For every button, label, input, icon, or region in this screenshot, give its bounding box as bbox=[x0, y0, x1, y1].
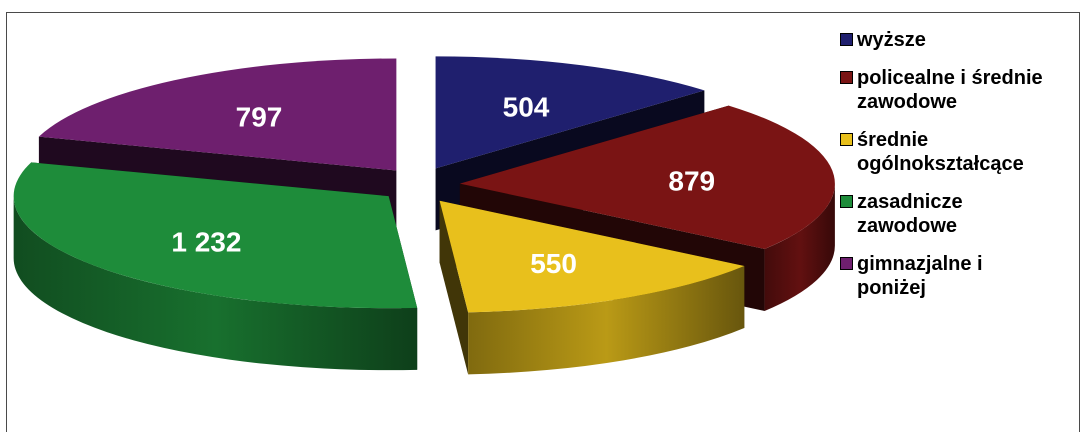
pie-slice-2 bbox=[439, 200, 745, 375]
legend-label-4: gimnazjalne i poniżej bbox=[857, 253, 983, 299]
pie-slice-4-top bbox=[38, 58, 397, 171]
pie-slice-2-top bbox=[439, 200, 745, 313]
legend-swatch-3 bbox=[840, 195, 853, 208]
pie-slice-1-top bbox=[459, 105, 835, 249]
pie-slice-2-side-0 bbox=[468, 265, 745, 375]
chart-legend: wyższe policealne i średnie zawodowe śre… bbox=[840, 28, 1080, 314]
pie-slice-1-side-0 bbox=[764, 183, 835, 311]
legend-label-3: zasadnicze zawodowe bbox=[857, 191, 963, 237]
legend-label-1: policealne i średnie zawodowe bbox=[857, 67, 1043, 113]
legend-item-4: gimnazjalne i poniżej bbox=[840, 252, 1080, 300]
legend-swatch-0 bbox=[840, 33, 853, 46]
pie-slice-2-cut-face-1 bbox=[439, 200, 469, 375]
data-label-4: 797 bbox=[236, 101, 283, 132]
legend-item-3: zasadnicze zawodowe bbox=[840, 190, 1080, 238]
legend-item-2: średnie ogólnokształcące bbox=[840, 128, 1080, 176]
pie-slice-3-top bbox=[13, 162, 418, 309]
data-label-1: 879 bbox=[668, 165, 715, 196]
legend-swatch-2 bbox=[840, 133, 853, 146]
data-label-3: 1 232 bbox=[171, 226, 241, 257]
legend-item-1: policealne i średnie zawodowe bbox=[840, 66, 1080, 114]
legend-swatch-1 bbox=[840, 71, 853, 84]
legend-item-0: wyższe bbox=[840, 28, 1080, 52]
legend-label-0: wyższe bbox=[857, 29, 926, 51]
pie-slice-0-top bbox=[435, 56, 705, 169]
pie-slice-3 bbox=[13, 162, 418, 371]
pie-slice-3-side-0 bbox=[13, 196, 418, 371]
legend-label-2: średnie ogólnokształcące bbox=[857, 129, 1024, 175]
legend-swatch-4 bbox=[840, 257, 853, 270]
data-label-0: 504 bbox=[503, 91, 550, 122]
data-label-2: 550 bbox=[530, 248, 577, 279]
